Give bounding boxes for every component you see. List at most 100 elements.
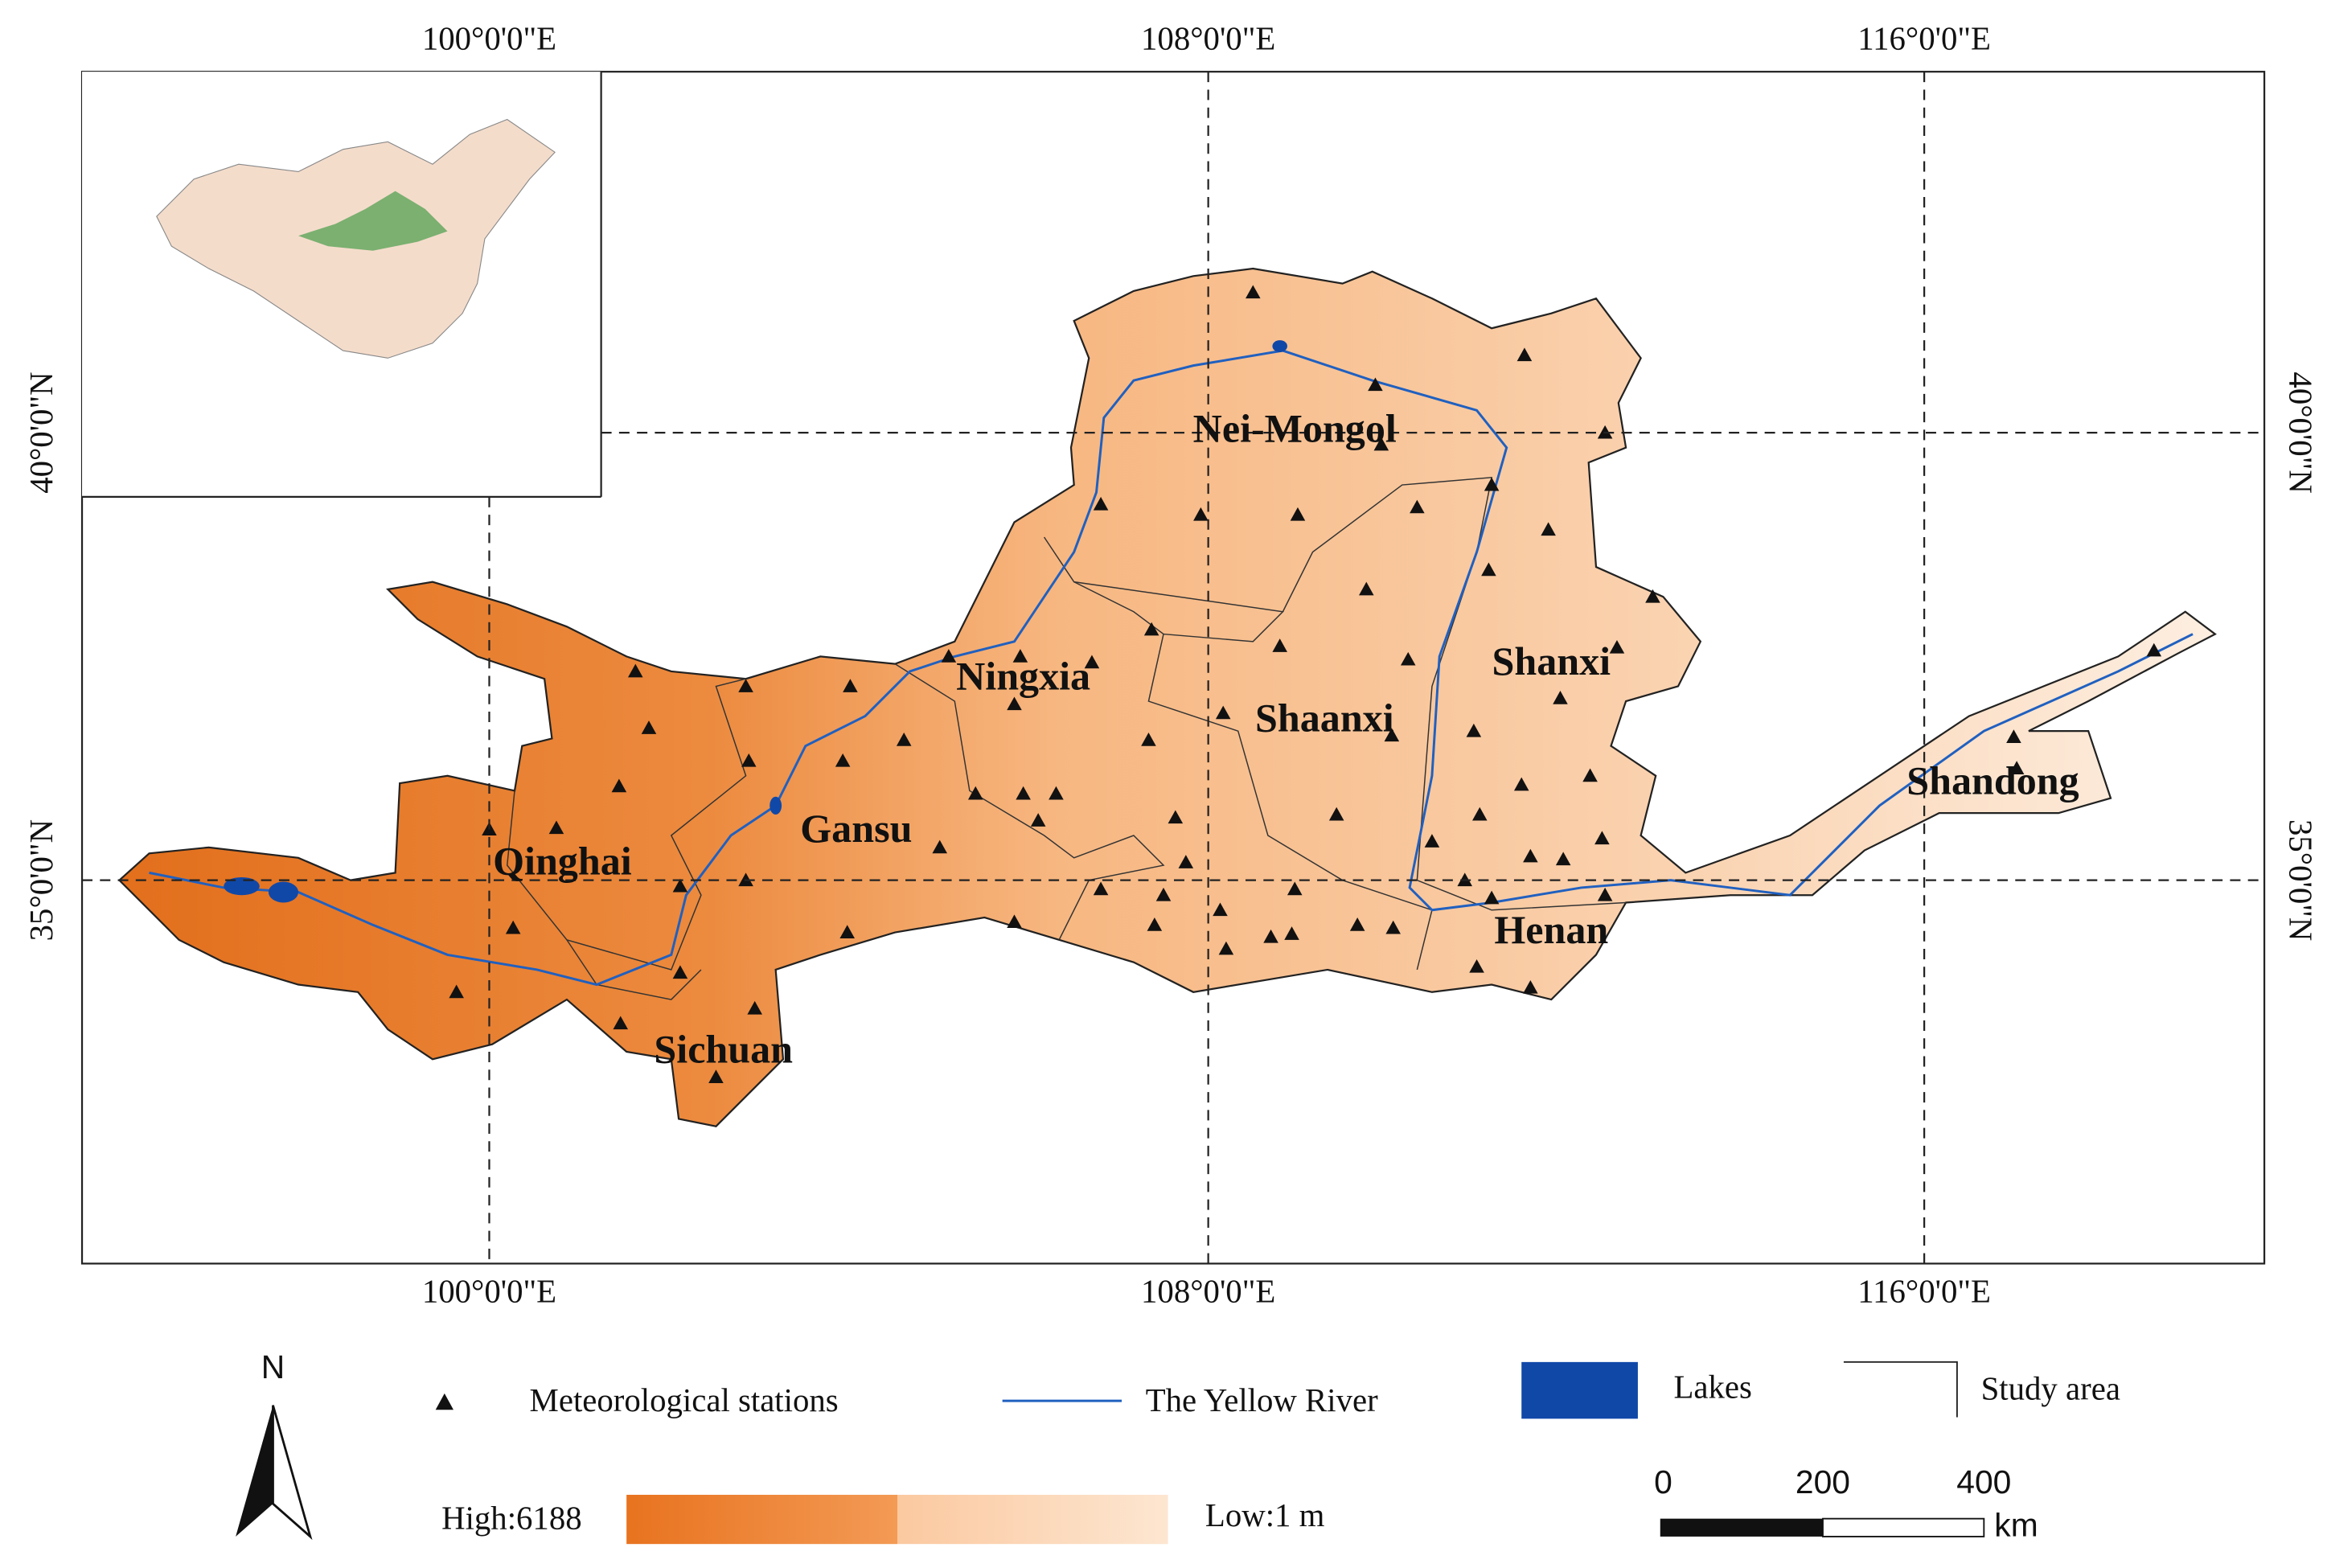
station-marker [1168, 810, 1184, 824]
latitude-label: 35°0'0"N [2283, 819, 2319, 941]
station-marker [1400, 651, 1416, 666]
station-marker [1466, 723, 1482, 737]
study-area [117, 267, 2217, 1127]
station-marker [1007, 914, 1022, 929]
station-marker [1084, 655, 1100, 669]
station-marker [1263, 929, 1278, 943]
legend-lake-symbol [1521, 1361, 1638, 1419]
station-marker [1178, 855, 1194, 868]
scale-bar-segment [1660, 1518, 1823, 1537]
latitude-label: 40°0'0"N [23, 371, 60, 493]
longitude-label: 100°0'0"E [422, 1274, 556, 1310]
station-marker [839, 925, 855, 939]
legend-study-area-symbol [1843, 1361, 1958, 1418]
lakes [224, 340, 1287, 903]
station-marker [1582, 768, 1598, 782]
station-marker [641, 720, 657, 734]
station-marker [1385, 920, 1401, 934]
graticule [82, 72, 2265, 1264]
station-marker [1290, 507, 1306, 521]
station-marker [672, 878, 688, 893]
region-label: Henan [1494, 907, 1608, 952]
station-marker [1359, 581, 1374, 596]
region-labels: Nei-Mongol Ningxia Shaanxi Shanxi Shando… [493, 406, 2079, 1072]
elevation-high-label: High:6188 [441, 1500, 582, 1537]
scale-bar-label: 400 [1956, 1463, 2011, 1500]
station-marker [1555, 852, 1571, 866]
yellow-river [149, 349, 2194, 987]
station-marker [1213, 902, 1228, 917]
north-arrow [272, 1405, 313, 1541]
scale-bar-label: 200 [1796, 1463, 1850, 1500]
elevation-low-label: Low:1 m [1205, 1497, 1325, 1533]
station-marker [1516, 347, 1533, 362]
station-marker [1541, 522, 1556, 536]
scale-bar-segment [1822, 1517, 1985, 1537]
longitude-label: 108°0'0"E [1141, 20, 1275, 56]
station-marker [1597, 887, 1613, 901]
station-marker [747, 1000, 762, 1015]
station-marker [1484, 477, 1500, 491]
station-marker [1246, 285, 1261, 299]
inset-frame [82, 72, 602, 499]
station-marker [1609, 639, 1625, 654]
station-marker [1093, 496, 1109, 511]
station-marker [1481, 562, 1496, 577]
region-label: Nei-Mongol [1193, 406, 1397, 451]
station-marker [1368, 377, 1383, 392]
region-label: Gansu [800, 806, 912, 851]
station-marker [611, 778, 627, 793]
station-marker [1272, 638, 1287, 652]
station-marker [1155, 887, 1172, 901]
station-marker [2146, 642, 2162, 657]
coordinate-labels: 100°0'0"E 108°0'0"E 116°0'0"E 100°0'0"E … [23, 20, 2319, 1309]
station-marker [1424, 834, 1440, 848]
station-marker [1645, 589, 1660, 603]
legend-label: Meteorological stations [530, 1382, 839, 1418]
station-marker [1218, 941, 1234, 955]
station-marker [1553, 691, 1568, 704]
meteorological-stations [449, 285, 2162, 1083]
station-marker [1287, 881, 1303, 896]
map-frame [80, 71, 2266, 1265]
station-marker [1147, 917, 1163, 931]
station-marker [672, 965, 688, 979]
station-marker [628, 663, 643, 678]
station-marker [1016, 786, 1031, 800]
station-marker [449, 984, 464, 999]
station-marker [1349, 917, 1365, 931]
station-marker [967, 786, 983, 800]
region-label: Shaanxi [1255, 696, 1394, 741]
latitude-label: 35°0'0"N [23, 819, 60, 941]
legend: Meteorological stations The Yellow River… [236, 1348, 2120, 1545]
station-marker [1384, 728, 1400, 742]
longitude-label: 116°0'0"E [1857, 1274, 1991, 1310]
region-label: Shandong [1906, 757, 2079, 802]
station-marker [1469, 958, 1484, 973]
region-label: Qinghai [493, 839, 632, 884]
station-marker [896, 732, 912, 746]
station-marker [1513, 777, 1529, 791]
longitude-label: 100°0'0"E [422, 20, 556, 56]
station-marker [1410, 499, 1425, 514]
scale-bar-label: 0 [1654, 1463, 1672, 1500]
station-marker [843, 679, 858, 692]
station-marker [1141, 732, 1156, 746]
station-marker [738, 679, 753, 692]
station-marker [1030, 813, 1046, 827]
station-marker [505, 920, 521, 934]
region-label: Ningxia [956, 654, 1090, 699]
station-marker [2006, 729, 2021, 743]
station-marker [1012, 649, 1028, 663]
region-label: Sichuan [654, 1026, 793, 1071]
longitude-label: 108°0'0"E [1141, 1274, 1275, 1310]
station-marker [835, 753, 851, 767]
station-marker [1215, 705, 1231, 720]
station-marker [1523, 848, 1538, 863]
station-marker [741, 753, 757, 767]
scale-bar-unit: km [1994, 1507, 2038, 1544]
north-arrow [236, 1405, 273, 1537]
station-marker [932, 839, 948, 854]
legend-label: Study area [1981, 1370, 2120, 1406]
